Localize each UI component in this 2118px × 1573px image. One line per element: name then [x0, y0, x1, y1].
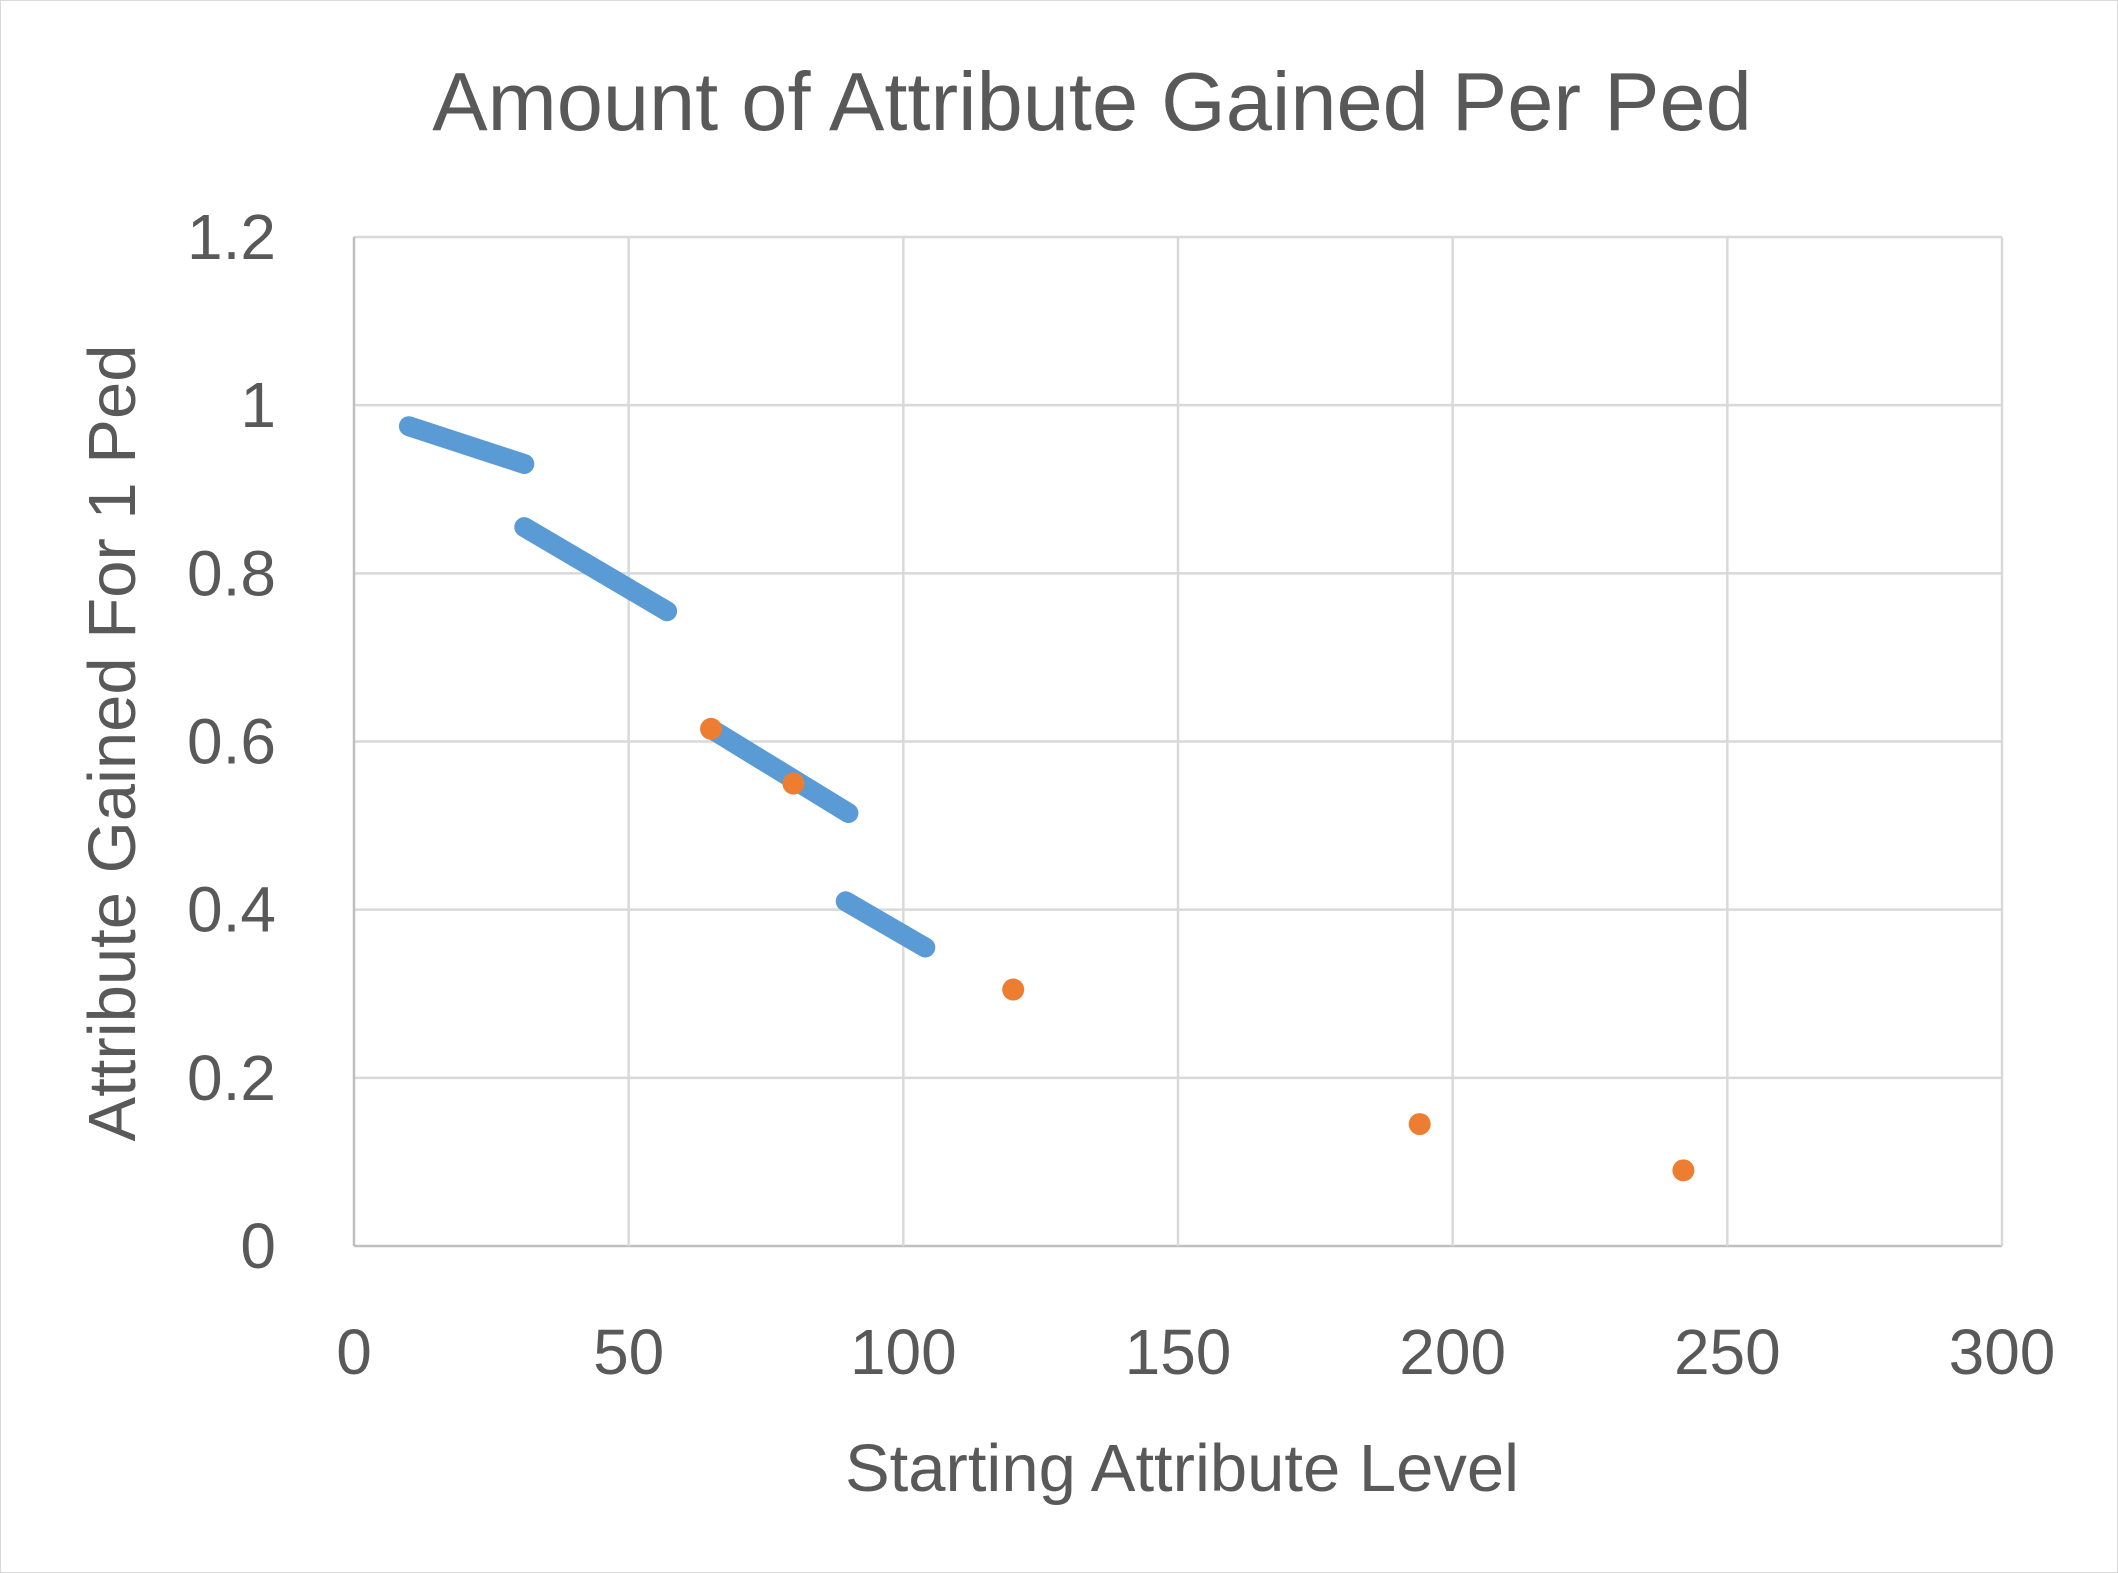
x-tick-label: 300	[1949, 1316, 2056, 1388]
data-point	[782, 772, 805, 795]
y-tick-label: 0.2	[187, 1042, 276, 1114]
tick-labels: 0 0.2 0.4 0.6 0.8 1 1.2 0 50 100 150 200 250 300	[187, 201, 2055, 1388]
x-axis-label: Starting Attribute Level	[845, 1431, 1519, 1506]
data-point-run	[701, 718, 859, 823]
y-tick-label: 1	[240, 369, 276, 441]
data-point-run	[398, 416, 535, 474]
x-tick-label: 0	[336, 1316, 372, 1388]
data-point	[1002, 978, 1025, 1001]
data-series	[398, 416, 1695, 1182]
x-tick-label: 50	[593, 1316, 664, 1388]
x-tick-label: 200	[1399, 1316, 1506, 1388]
y-tick-label: 1.2	[187, 201, 276, 273]
series-1	[398, 416, 936, 958]
x-tick-label: 250	[1674, 1316, 1781, 1388]
y-tick-label: 0.4	[187, 874, 276, 946]
data-point	[1672, 1159, 1695, 1182]
data-point-run	[835, 891, 936, 958]
x-tick-label: 150	[1125, 1316, 1232, 1388]
data-point	[1408, 1113, 1431, 1136]
x-tick-label: 100	[850, 1316, 957, 1388]
data-point	[700, 717, 723, 740]
chart-title: Amount of Attribute Gained Per Ped	[432, 55, 1752, 148]
y-tick-label: 0	[240, 1210, 276, 1282]
gridlines	[352, 235, 2004, 1248]
series-2	[700, 717, 1695, 1182]
y-tick-label: 0.6	[187, 706, 276, 778]
data-point-run	[514, 517, 678, 622]
y-axis-label: Attribute Gained For 1 Ped	[75, 345, 150, 1142]
y-tick-label: 0.8	[187, 537, 276, 609]
